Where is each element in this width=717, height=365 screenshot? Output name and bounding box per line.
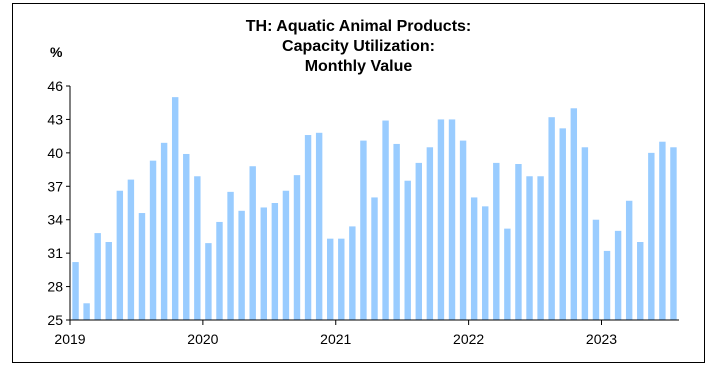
y-ticks-group: 25 28 31 34 37 40 43 46	[47, 78, 70, 328]
x-tick-label: 2020	[187, 331, 218, 347]
chart-title: TH: Aquatic Animal Products: Capacity Ut…	[0, 17, 717, 77]
bar-2022-10	[570, 108, 578, 320]
bar-2021-10	[437, 119, 445, 321]
bar-2022-06	[526, 176, 533, 320]
bar-2019-04	[105, 242, 112, 320]
y-tick-label: 40	[47, 145, 63, 161]
bar-2019-09	[160, 142, 168, 320]
bar-2020-11	[315, 132, 323, 320]
bar-2022-02	[482, 206, 489, 320]
bar-2022-03	[493, 162, 500, 320]
bar-2020-01	[205, 243, 212, 320]
bar-2022-04	[504, 228, 511, 320]
bar-2021-12	[459, 140, 467, 320]
bar-2019-08	[149, 160, 157, 320]
bar-2022-01	[470, 197, 478, 320]
bar-2019-06	[127, 179, 135, 320]
bar-2023-02	[614, 230, 622, 320]
bar-2022-08	[548, 117, 555, 320]
bar-2019-03	[94, 233, 101, 320]
chart-title-line-1: TH: Aquatic Animal Products:	[245, 18, 472, 35]
bar-2023-06	[659, 141, 666, 320]
y-tick-label: 31	[47, 245, 63, 261]
bar-2020-02	[216, 221, 223, 320]
bar-2020-08	[282, 190, 290, 320]
y-tick-label: 34	[47, 212, 63, 228]
bar-2021-04	[371, 197, 378, 320]
bar-2020-10	[304, 135, 312, 320]
bar-2023-01	[603, 250, 611, 320]
bar-2022-12	[592, 219, 600, 320]
bar-2019-05	[116, 190, 124, 320]
chart-title-line-3: Monthly Value	[304, 58, 413, 75]
bar-2021-06	[393, 143, 400, 320]
bar-2021-02	[349, 226, 356, 320]
bar-2021-07	[404, 180, 411, 320]
y-tick-label: 28	[47, 279, 63, 295]
bar-2020-05	[249, 166, 256, 320]
bar-2020-07	[271, 203, 279, 320]
chart-title-line-2: Capacity Utilization:	[282, 38, 435, 55]
x-tick-label: 2022	[453, 331, 484, 347]
bar-2019-10	[171, 97, 179, 320]
y-tick-label: 25	[47, 312, 63, 328]
bar-2020-09	[293, 175, 301, 320]
bar-2019-07	[138, 213, 146, 320]
bar-2022-07	[537, 176, 544, 320]
bar-2020-03	[227, 191, 234, 320]
bar-2021-08	[415, 162, 422, 320]
bar-2022-11	[581, 147, 589, 320]
bar-2023-05	[648, 152, 655, 320]
x-tick-label: 2023	[586, 331, 617, 347]
bar-2021-03	[360, 140, 367, 320]
y-tick-label: 37	[47, 178, 63, 194]
bar-2023-07	[670, 147, 677, 320]
bar-2019-11	[183, 153, 190, 320]
y-axis-unit-label: %	[50, 44, 63, 60]
bar-2021-01	[338, 238, 345, 320]
bar-2019-12	[194, 176, 201, 320]
bar-2020-06	[260, 207, 267, 320]
y-tick-label: 46	[47, 78, 63, 94]
bar-2023-03	[625, 200, 633, 320]
bar-2020-04	[238, 210, 245, 320]
bar-2021-05	[382, 120, 389, 320]
x-tick-label: 2021	[320, 331, 351, 347]
bar-2020-12	[327, 238, 334, 320]
bar-2021-11	[448, 119, 456, 321]
bar-2019-02	[83, 303, 90, 320]
axes-group	[69, 86, 679, 321]
bar-2023-04	[637, 242, 644, 320]
bar-2019-01	[72, 262, 79, 320]
y-tick-label: 43	[47, 111, 63, 127]
bar-2022-09	[559, 128, 566, 320]
bar-2022-05	[515, 164, 522, 320]
bar-2021-09	[426, 147, 434, 320]
bars-group	[72, 97, 677, 321]
x-ticks-group: 2019 2020 2021 2022 2023	[54, 320, 617, 347]
x-tick-label: 2019	[54, 331, 85, 347]
chart-frame	[12, 3, 705, 363]
